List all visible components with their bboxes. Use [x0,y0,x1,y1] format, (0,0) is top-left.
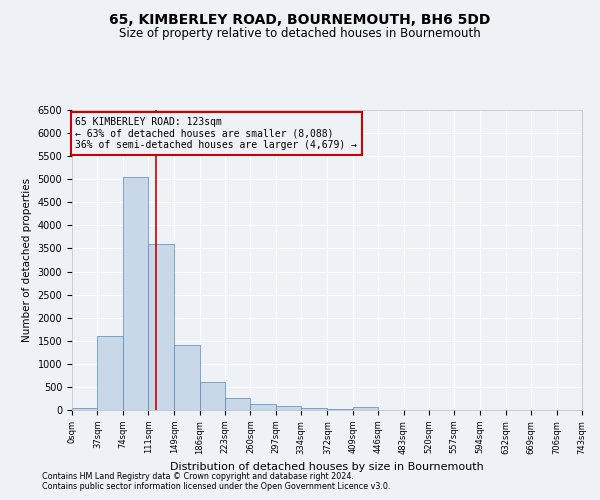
Text: Contains public sector information licensed under the Open Government Licence v3: Contains public sector information licen… [42,482,391,491]
Y-axis label: Number of detached properties: Number of detached properties [22,178,32,342]
Bar [301,408,328,410]
Bar [123,177,148,410]
Bar [72,408,97,410]
Bar [200,382,225,410]
Bar [97,336,123,410]
Text: 65 KIMBERLEY ROAD: 123sqm
← 63% of detached houses are smaller (8,088)
36% of se: 65 KIMBERLEY ROAD: 123sqm ← 63% of detac… [76,117,358,150]
Text: Contains HM Land Registry data © Crown copyright and database right 2024.: Contains HM Land Registry data © Crown c… [42,472,354,481]
Text: Size of property relative to detached houses in Bournemouth: Size of property relative to detached ho… [119,28,481,40]
Bar [353,407,378,410]
Text: 65, KIMBERLEY ROAD, BOURNEMOUTH, BH6 5DD: 65, KIMBERLEY ROAD, BOURNEMOUTH, BH6 5DD [109,12,491,26]
Bar [276,406,301,410]
Bar [148,244,174,410]
X-axis label: Distribution of detached houses by size in Bournemouth: Distribution of detached houses by size … [170,462,484,472]
Bar [328,408,353,410]
Bar [250,404,276,410]
Bar [174,346,200,410]
Bar [225,398,250,410]
